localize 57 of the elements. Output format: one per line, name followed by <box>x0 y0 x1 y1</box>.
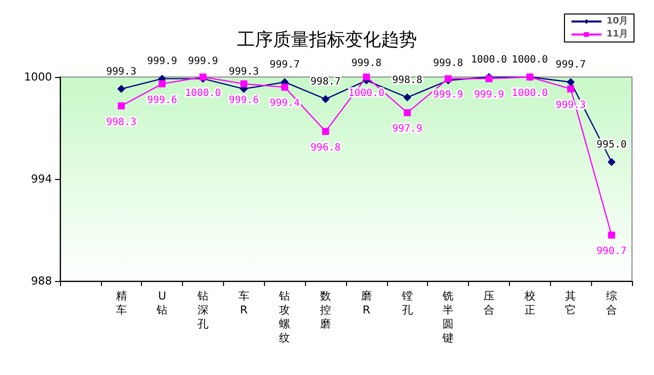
data-label: 997.9 <box>392 124 422 135</box>
point <box>322 95 330 104</box>
x-tick-label: 压合 <box>484 290 494 316</box>
x-tick-label: U钻 <box>156 290 168 316</box>
x-tick-label: 铣半圆键 <box>442 290 454 344</box>
data-label: 999.7 <box>270 60 300 71</box>
point <box>608 232 616 239</box>
legend-label: 11月 <box>606 28 628 40</box>
data-label: 999.4 <box>270 98 300 110</box>
x-tick-label: 磨R <box>360 290 372 316</box>
data-label: 1000.0 <box>512 88 548 99</box>
data-label: 996.8 <box>310 142 341 154</box>
data-label: 1000.0 <box>184 88 222 99</box>
x-tick-label: 精车 <box>116 290 127 316</box>
point <box>158 80 166 88</box>
x-tick-label: 钻攻螺纹 <box>278 290 290 344</box>
data-label: 999.8 <box>351 58 382 69</box>
data-label: 999.6 <box>228 94 259 106</box>
point <box>322 128 330 135</box>
data-label: 999.8 <box>433 58 464 69</box>
y-tick-label: 988 <box>31 274 52 288</box>
point <box>566 78 575 86</box>
point <box>281 84 288 91</box>
data-label: 999.6 <box>147 94 178 106</box>
data-label: 999.3 <box>228 66 259 78</box>
legend-label: 10月 <box>606 16 628 26</box>
data-label: 999.3 <box>106 66 136 78</box>
x-tick-label: 校正 <box>523 290 536 316</box>
y-tick-label: 1000 <box>24 70 52 84</box>
x-tick-label: 车R <box>238 290 250 316</box>
data-label: 999.7 <box>556 60 586 71</box>
point <box>362 74 370 80</box>
data-label: 999.9 <box>433 90 464 101</box>
point <box>118 102 125 110</box>
point <box>117 84 126 93</box>
x-tick-label: 综合 <box>606 290 618 316</box>
y-tick-label: 994 <box>31 172 52 186</box>
data-label: 998.8 <box>392 74 422 86</box>
data-label: 998.3 <box>106 116 136 128</box>
x-tick-label: 镗孔 <box>400 290 413 316</box>
data-label: 1000.0 <box>470 54 508 66</box>
chart-title: 工序质量指标变化趋势 <box>237 30 417 50</box>
data-label: 1000.0 <box>512 54 548 66</box>
x-tick-label: 数控磨 <box>320 290 332 330</box>
x-tick-label: 钻深孔 <box>196 290 208 330</box>
data-label: 999.9 <box>147 56 178 68</box>
point <box>608 158 616 166</box>
data-label: 990.7 <box>596 246 627 258</box>
point <box>240 80 248 88</box>
data-label: 999.9 <box>474 90 504 101</box>
point <box>403 93 412 102</box>
data-label: 999.9 <box>188 56 218 68</box>
x-tick-label: 其它 <box>565 290 576 316</box>
point <box>567 85 574 92</box>
point <box>200 74 206 80</box>
point <box>404 109 411 116</box>
data-label: 998.7 <box>310 76 341 88</box>
